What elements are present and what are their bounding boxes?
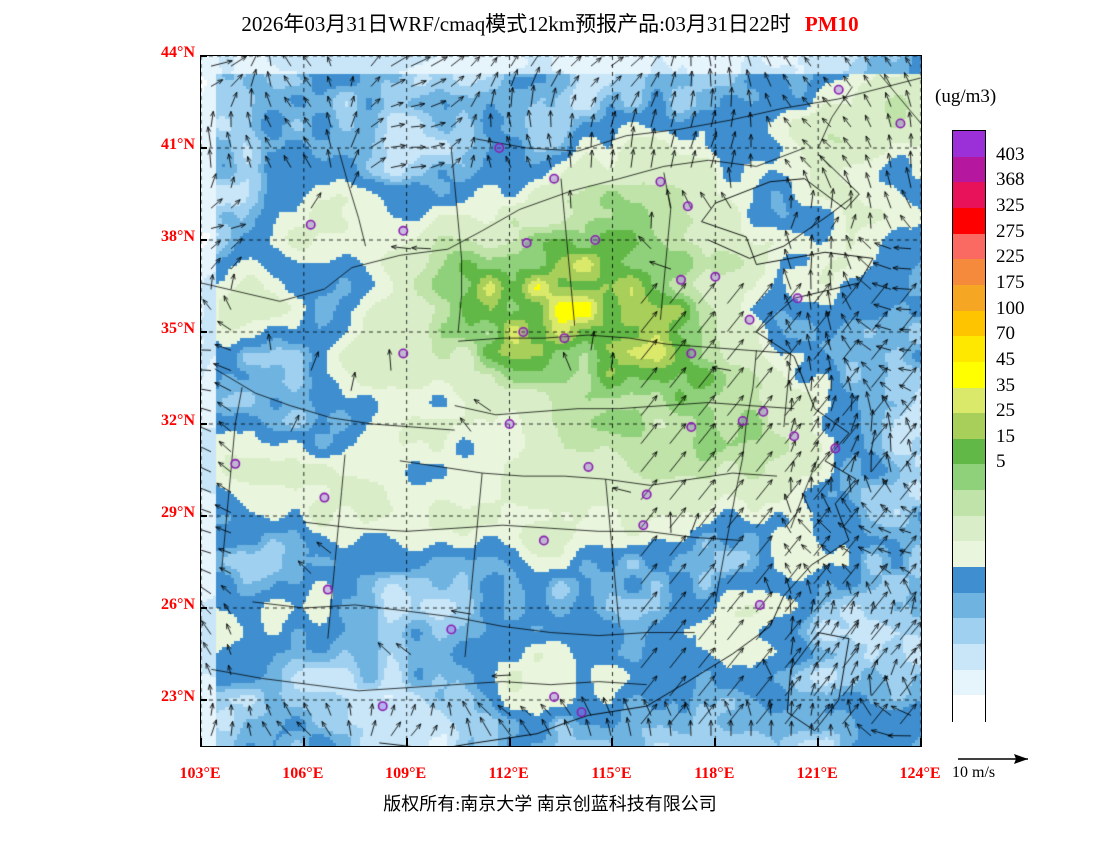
x-axis-tick-mark [714, 738, 717, 746]
y-axis-tick-mark [200, 55, 207, 57]
map-canvas [201, 56, 921, 746]
colorbar-segment [953, 669, 985, 696]
x-axis-tick-label: 121°E [796, 765, 838, 782]
x-axis-tick-label: 112°E [488, 765, 529, 782]
x-axis-tick-mark [920, 738, 922, 746]
y-axis-tick-mark [200, 331, 207, 333]
y-axis-tick-mark [200, 699, 207, 701]
x-axis-tick-label: 106°E [282, 765, 324, 782]
colorbar-tick-label: 325 [996, 194, 1025, 216]
x-axis-tick-mark [817, 738, 820, 746]
colorbar-tick-label: 403 [996, 143, 1025, 165]
y-axis-tick-mark [200, 515, 207, 517]
colorbar-tick-label: 35 [996, 374, 1015, 396]
colorbar-segment [953, 413, 985, 440]
colorbar-tick-label: 45 [996, 348, 1015, 370]
colorbar-segment [953, 464, 985, 491]
colorbar-segment [953, 438, 985, 466]
colorbar-segment [953, 490, 985, 517]
y-axis-tick-mark [200, 147, 207, 149]
colorbar-segment [953, 233, 985, 260]
colorbar-segment [953, 515, 985, 543]
colorbar-tick-label: 25 [996, 400, 1015, 422]
colorbar-tick-label: 175 [996, 271, 1025, 293]
colorbar [952, 130, 986, 722]
colorbar-tick-label: 70 [996, 323, 1015, 345]
y-axis-tick-label: 26°N [161, 596, 195, 613]
colorbar-segment [953, 541, 985, 568]
y-axis-tick-label: 41°N [161, 136, 195, 153]
colorbar-segment [953, 387, 985, 414]
x-axis-tick-mark [508, 738, 511, 746]
x-axis-tick-mark [611, 738, 614, 746]
colorbar-tick-label: 5 [996, 451, 1006, 473]
title-main-text: 2026年03月31日WRF/cmaq模式12km预报产品:03月31日22时 [241, 12, 791, 36]
colorbar-segment [953, 567, 985, 594]
colorbar-segment [953, 131, 985, 158]
colorbar-segment [953, 592, 985, 619]
y-axis-tick-mark [200, 239, 207, 241]
colorbar-segment [953, 156, 985, 183]
colorbar-segment [953, 259, 985, 286]
colorbar-segment [953, 695, 985, 722]
colorbar-segment [953, 336, 985, 363]
colorbar-tick-label: 100 [996, 297, 1025, 319]
x-axis-tick-mark [405, 738, 408, 746]
colorbar-segment [953, 310, 985, 337]
copyright-footer: 版权所有:南京大学 南京创蓝科技有限公司 [383, 794, 717, 814]
page-title: 2026年03月31日WRF/cmaq模式12km预报产品:03月31日22时 P… [0, 8, 1100, 38]
map-plot-area[interactable] [200, 55, 922, 747]
y-axis-tick-label: 23°N [161, 688, 195, 705]
colorbar-segment [953, 361, 985, 389]
colorbar-segment [953, 644, 985, 671]
colorbar-tick-label: 275 [996, 220, 1025, 242]
colorbar-segment [953, 182, 985, 209]
y-axis-tick-label: 32°N [161, 412, 195, 429]
colorbar-tick-label: 15 [996, 425, 1015, 447]
y-axis-tick-label: 44°N [161, 44, 195, 61]
x-axis-tick-label: 103°E [179, 765, 221, 782]
x-axis-tick-label: 115°E [591, 765, 632, 782]
colorbar-tick-label: 225 [996, 246, 1025, 268]
colorbar-unit-label: (ug/m3) [935, 86, 997, 107]
y-axis-tick-label: 38°N [161, 228, 195, 245]
x-axis-tick-mark [200, 738, 202, 746]
colorbar-tick-label: 368 [996, 169, 1025, 191]
wind-arrow-icon [958, 754, 1028, 764]
y-axis-tick-mark [200, 423, 207, 425]
x-axis-tick-mark [302, 738, 305, 746]
wind-key-label: 10 m/s [952, 764, 996, 781]
x-axis-tick-label: 124°E [899, 765, 941, 782]
y-axis-tick-label: 29°N [161, 504, 195, 521]
colorbar-segment [953, 207, 985, 235]
colorbar-segment [953, 618, 985, 645]
x-axis-tick-label: 109°E [385, 765, 427, 782]
y-axis-tick-mark [200, 607, 207, 609]
title-variable-text: PM10 [804, 12, 859, 36]
colorbar-segment [953, 284, 985, 312]
y-axis-tick-label: 35°N [161, 320, 195, 337]
x-axis-tick-label: 118°E [694, 765, 735, 782]
